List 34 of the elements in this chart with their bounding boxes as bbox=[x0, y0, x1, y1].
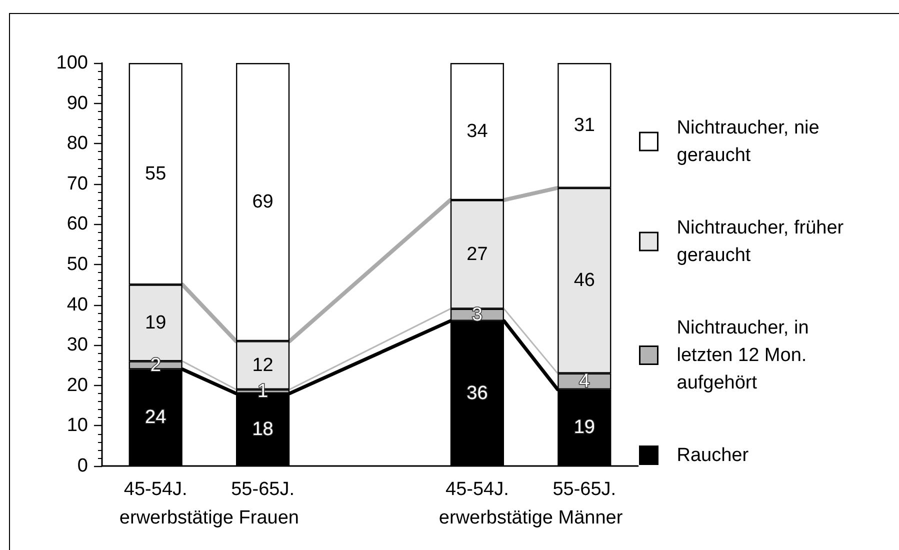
y-tick-label: 40 bbox=[66, 294, 88, 316]
y-tick-label: 100 bbox=[56, 52, 88, 74]
data-label: 31 bbox=[574, 114, 595, 136]
data-label: 55 bbox=[145, 163, 166, 184]
legend-label: Nichtraucher, nie geraucht bbox=[676, 117, 820, 166]
data-label: 12 bbox=[252, 354, 274, 376]
text: erwerbstätige Männer bbox=[438, 508, 624, 528]
y-tick-label: 70 bbox=[66, 173, 88, 194]
data-label: 24 bbox=[145, 407, 167, 428]
legend-label: Raucher bbox=[676, 444, 750, 466]
data-label: 34 bbox=[466, 121, 488, 142]
y-tick-label: 10 bbox=[66, 415, 88, 436]
text: erwerbstätige Frauen bbox=[119, 508, 299, 528]
y-tick-label: 50 bbox=[66, 254, 88, 275]
y-tick-label: 80 bbox=[66, 133, 88, 154]
y-tick-label: 20 bbox=[66, 374, 88, 396]
data-label: 69 bbox=[252, 192, 274, 213]
y-tick-label: 30 bbox=[66, 334, 88, 356]
data-label: 19 bbox=[574, 417, 595, 438]
y-tick-label: 60 bbox=[66, 214, 88, 235]
data-label: 27 bbox=[466, 244, 488, 265]
x-tick-label: 55-65J. bbox=[552, 479, 616, 500]
data-label: 4 bbox=[579, 370, 590, 392]
data-label: 18 bbox=[252, 419, 274, 440]
data-label: 36 bbox=[466, 382, 488, 404]
y-tick-label: 90 bbox=[66, 92, 88, 114]
data-label: 19 bbox=[145, 312, 166, 334]
x-tick-label: 45-54J. bbox=[124, 479, 188, 500]
legend-label: Nichtraucher, früher geraucht bbox=[676, 217, 844, 266]
x-tick-label: 55-65J. bbox=[231, 479, 294, 500]
data-label: 46 bbox=[574, 270, 595, 292]
legend-label: Nichtraucher, in letzten 12 Mon. aufgehört bbox=[676, 317, 809, 394]
x-tick-label: 45-54J. bbox=[446, 479, 509, 500]
y-tick-label: 0 bbox=[77, 456, 88, 476]
